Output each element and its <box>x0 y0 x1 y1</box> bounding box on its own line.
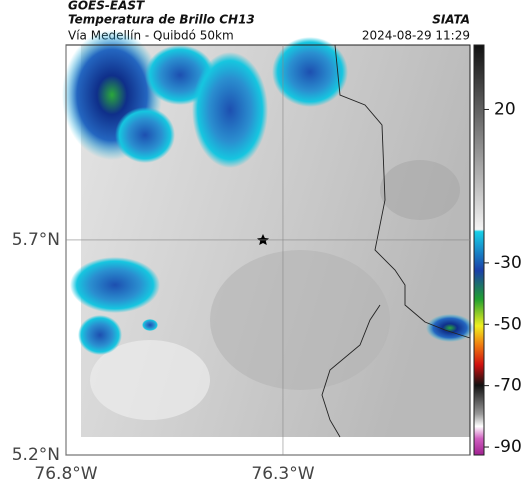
x-tick-label: 76.8°W <box>34 464 97 484</box>
x-tick-label: 76.3°W <box>251 464 314 484</box>
colorbar-tick-label: -90 <box>494 437 522 457</box>
map-image <box>62 30 474 456</box>
source: GOES-EAST <box>68 0 145 13</box>
colorbar-tick-label: -70 <box>494 376 522 396</box>
y-tick-label: 5.7°N <box>12 230 60 250</box>
colorbar-tick-label: 20 <box>494 99 516 119</box>
title: Temperatura de Brillo CH13 <box>68 13 255 27</box>
colorbar-tick-label: -50 <box>494 314 522 334</box>
y-tick-label: 5.2°N <box>12 445 60 465</box>
agency: SIATA <box>432 13 470 27</box>
colorbar <box>473 44 485 456</box>
colorbar-tick-label: -30 <box>494 253 522 273</box>
timestamp: 2024-08-29 11:29 <box>362 29 470 43</box>
